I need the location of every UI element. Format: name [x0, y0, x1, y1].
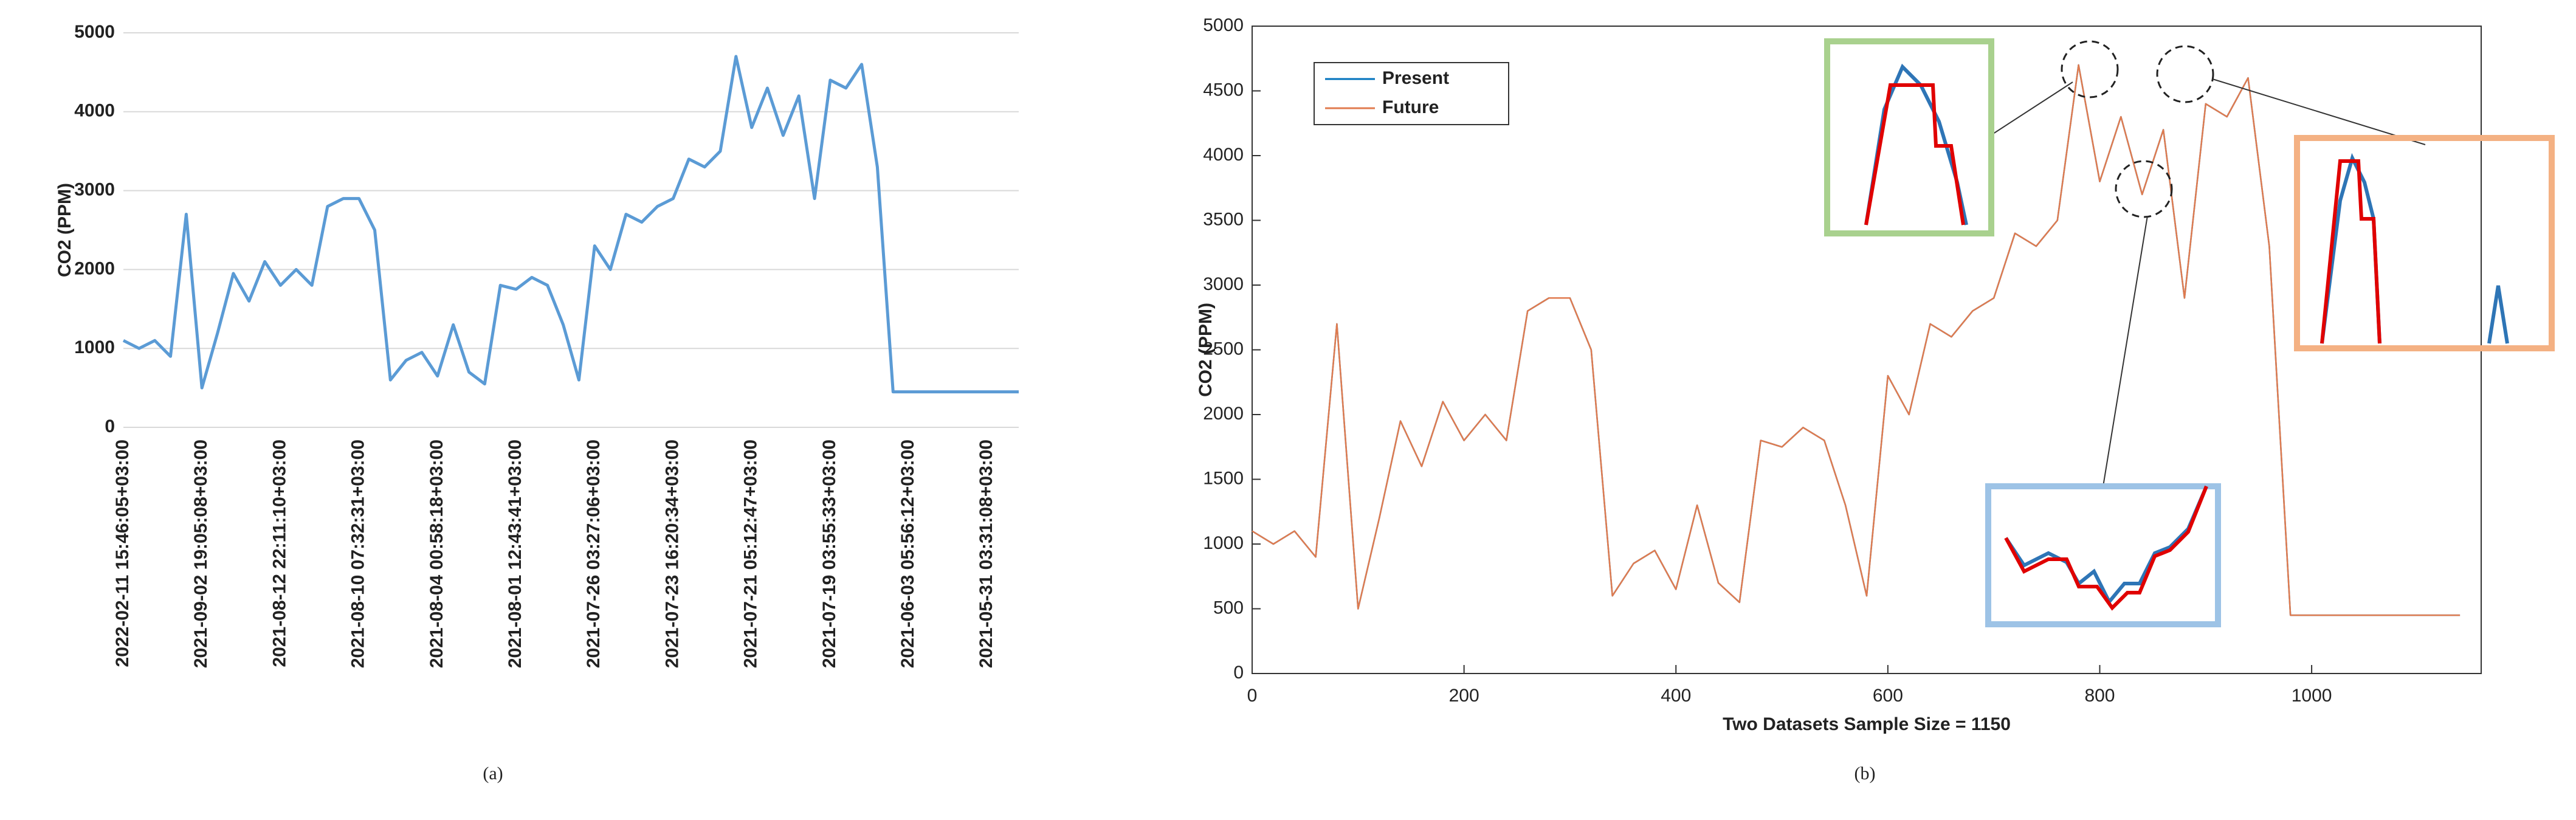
- zoom-circle: [2115, 160, 2173, 218]
- x-tick-label: 2022-02-11 15:46:05+03:00: [112, 439, 133, 667]
- y-tick-label: 2500: [1203, 339, 1244, 359]
- y-tick-label: 3000: [1203, 274, 1244, 294]
- x-tick-label: 2021-07-19 03:55:33+03:00: [819, 439, 839, 668]
- y-tick-label: 0: [105, 416, 115, 436]
- x-tick-label: 600: [1873, 686, 1903, 706]
- inset-line: [2320, 159, 2381, 344]
- data-line: [1252, 64, 2461, 616]
- x-tick-label: 2021-08-01 12:43:41+03:00: [505, 439, 525, 668]
- arrow: [2212, 78, 2426, 145]
- x-tick-label: 2021-07-26 03:27:06+03:00: [584, 439, 604, 668]
- x-tick-label: 0: [1247, 686, 1258, 706]
- x-tick-label: 2021-08-12 22:11:10+03:00: [269, 439, 289, 667]
- y-tick-label: 2000: [74, 258, 115, 278]
- x-tick-label: 200: [1449, 686, 1479, 706]
- y-tick-label: 3000: [74, 180, 115, 200]
- panel-caption: (a): [483, 763, 503, 784]
- x-tick-label: 2021-06-03 05:56:12+03:00: [898, 439, 918, 668]
- y-axis-label: CO2 (PPM): [1196, 303, 1216, 397]
- legend-box: [1314, 62, 1509, 125]
- zoom-circle: [2156, 45, 2214, 103]
- y-tick-label: 1000: [1203, 533, 1244, 553]
- data-line: [1252, 64, 2461, 616]
- arrow: [1991, 81, 2073, 136]
- y-tick-label: 4000: [1203, 145, 1244, 165]
- x-axis-label: Two Datasets Sample Size = 1150: [1723, 714, 2011, 734]
- x-tick-label: 800: [2084, 686, 2115, 706]
- legend-label: Present: [1382, 68, 1449, 88]
- inset: [1824, 38, 1994, 236]
- x-tick-label: 400: [1661, 686, 1691, 706]
- y-tick-label: 0: [1233, 663, 1244, 683]
- x-tick-label: 2021-07-23 16:20:34+03:00: [662, 439, 682, 668]
- inset: [2294, 135, 2555, 351]
- inset-line: [2004, 485, 2208, 611]
- x-tick-label: 2021-07-21 05:12:47+03:00: [741, 439, 761, 668]
- y-tick-label: 1000: [74, 337, 115, 357]
- legend-label: Future: [1382, 97, 1439, 117]
- y-axis-label: CO2 (PPM): [55, 183, 75, 277]
- zoom-decoration: [1824, 38, 2555, 627]
- zoom-circle: [2061, 40, 2119, 98]
- x-tick-label: 2021-05-31 03:31:08+03:00: [976, 439, 996, 668]
- y-tick-label: 5000: [74, 22, 115, 42]
- x-tick-label: 2021-08-10 07:32:31+03:00: [348, 439, 368, 668]
- y-tick-label: 2000: [1203, 404, 1244, 424]
- panel-caption: (b): [1855, 763, 1876, 784]
- inset-line: [1864, 83, 1965, 226]
- x-tick-label: 2021-08-04 00:58:18+03:00: [427, 439, 447, 668]
- chart-panel: 0 1000 2000 3000 4000 5000 2022-02-11 15:46:05…: [55, 22, 1019, 784]
- y-tick-label: 4000: [74, 101, 115, 121]
- x-tick-label: 1000: [2292, 686, 2332, 706]
- y-tick-label: 1500: [1203, 468, 1244, 488]
- inset-line: [2487, 285, 2509, 344]
- inset: [1985, 483, 2221, 627]
- y-tick-label: 500: [1213, 598, 1244, 618]
- arrow: [2102, 215, 2148, 487]
- data-line: [122, 55, 1019, 394]
- x-tick-label: 2021-09-02 19:05:08+03:00: [191, 439, 211, 668]
- chart-panel: 0500100015002000250030003500400045005000…: [1196, 15, 2482, 784]
- y-tick-label: 3500: [1203, 209, 1244, 229]
- y-tick-label: 5000: [1203, 15, 1244, 35]
- y-tick-label: 4500: [1203, 80, 1244, 100]
